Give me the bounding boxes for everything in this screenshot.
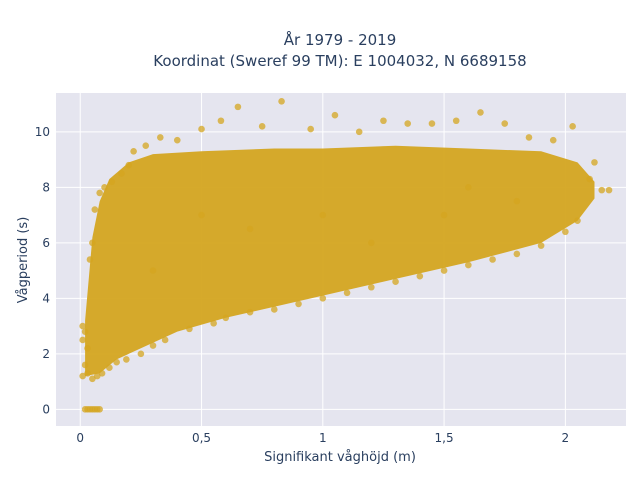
y-tick-label: 8 [42,180,50,194]
data-point [101,184,108,191]
chart-title-line-2: Koordinat (Sweref 99 TM): E 1004032, N 6… [153,52,526,70]
data-point [465,184,472,191]
data-point [79,322,86,330]
data-point [440,211,448,219]
data-point [81,361,89,369]
data-point [89,375,96,383]
y-tick-label: 2 [42,347,50,361]
data-point [79,336,86,344]
data-point [513,197,521,205]
y-tick-label: 4 [42,291,50,305]
data-point [246,225,254,233]
data-point [501,120,509,127]
data-point [574,217,581,224]
data-point [149,267,157,274]
data-point [130,147,137,155]
data-point [307,125,314,133]
data-point [79,372,86,380]
data-point [319,211,327,219]
data-point [368,239,375,247]
data-points [79,98,613,413]
x-tick-label: 1 [319,431,327,445]
data-point [270,306,278,313]
data-point [598,186,606,194]
data-point [586,175,593,183]
x-tick-label: 1,5 [435,431,454,445]
data-point [108,178,116,186]
data-point [113,358,120,366]
data-point [118,170,125,177]
data-point [198,211,205,219]
data-point [525,134,533,141]
y-tick-label: 6 [42,236,50,250]
data-point [137,350,145,358]
data-point [278,98,285,105]
data-point [98,369,106,377]
data-point [380,117,387,125]
point-cloud [85,145,595,377]
data-point [96,406,103,413]
dense-point-cloud [85,145,595,377]
data-point [392,278,399,286]
y-axis-title: Vågperiod (s) [16,217,31,304]
data-point [86,256,94,263]
x-tick-label: 0 [76,431,84,445]
y-axis-ticks: 0 2 4 6 8 10 [35,125,50,417]
data-point [477,109,484,116]
data-point [355,128,363,136]
data-point [295,300,302,308]
data-point [198,125,205,133]
data-point [489,256,496,263]
data-point [89,239,96,247]
data-point [513,250,521,258]
data-point [428,120,436,127]
data-point [106,364,113,372]
data-point [452,117,460,125]
x-axis-ticks: 0 0,5 1 1,5 2 [76,431,569,445]
x-tick-label: 0,5 [192,431,211,445]
data-point [84,369,91,377]
data-point [569,123,576,130]
data-point [96,189,103,197]
y-tick-label: 0 [42,402,50,416]
data-point [142,142,150,150]
data-point [173,136,181,144]
data-point [125,161,133,169]
data-point [81,328,89,335]
data-point [93,372,101,380]
data-point [234,103,242,111]
data-point [91,206,99,213]
data-point [156,134,164,141]
data-point [217,117,225,125]
data-point [186,325,193,333]
data-point [331,111,339,119]
y-tick-label: 10 [35,125,50,139]
data-point [222,314,230,322]
data-point [549,136,557,144]
data-point [465,261,472,269]
chart-title-line-1: År 1979 - 2019 [284,30,397,49]
data-point [416,272,424,280]
data-point [591,159,598,166]
data-point [161,336,169,344]
data-point [343,289,351,297]
data-point [404,120,412,127]
data-point [246,308,254,316]
data-point [258,123,266,130]
data-point [123,356,130,363]
data-point [210,320,217,327]
data-point [440,267,448,274]
x-tick-label: 2 [562,431,570,445]
data-point [319,295,327,302]
data-point [562,228,569,236]
data-point [84,345,91,352]
x-axis-title: Signifikant våghöjd (m) [264,450,416,465]
data-point [149,342,157,349]
data-point [368,283,375,291]
data-point [537,242,545,249]
data-point [605,186,613,194]
